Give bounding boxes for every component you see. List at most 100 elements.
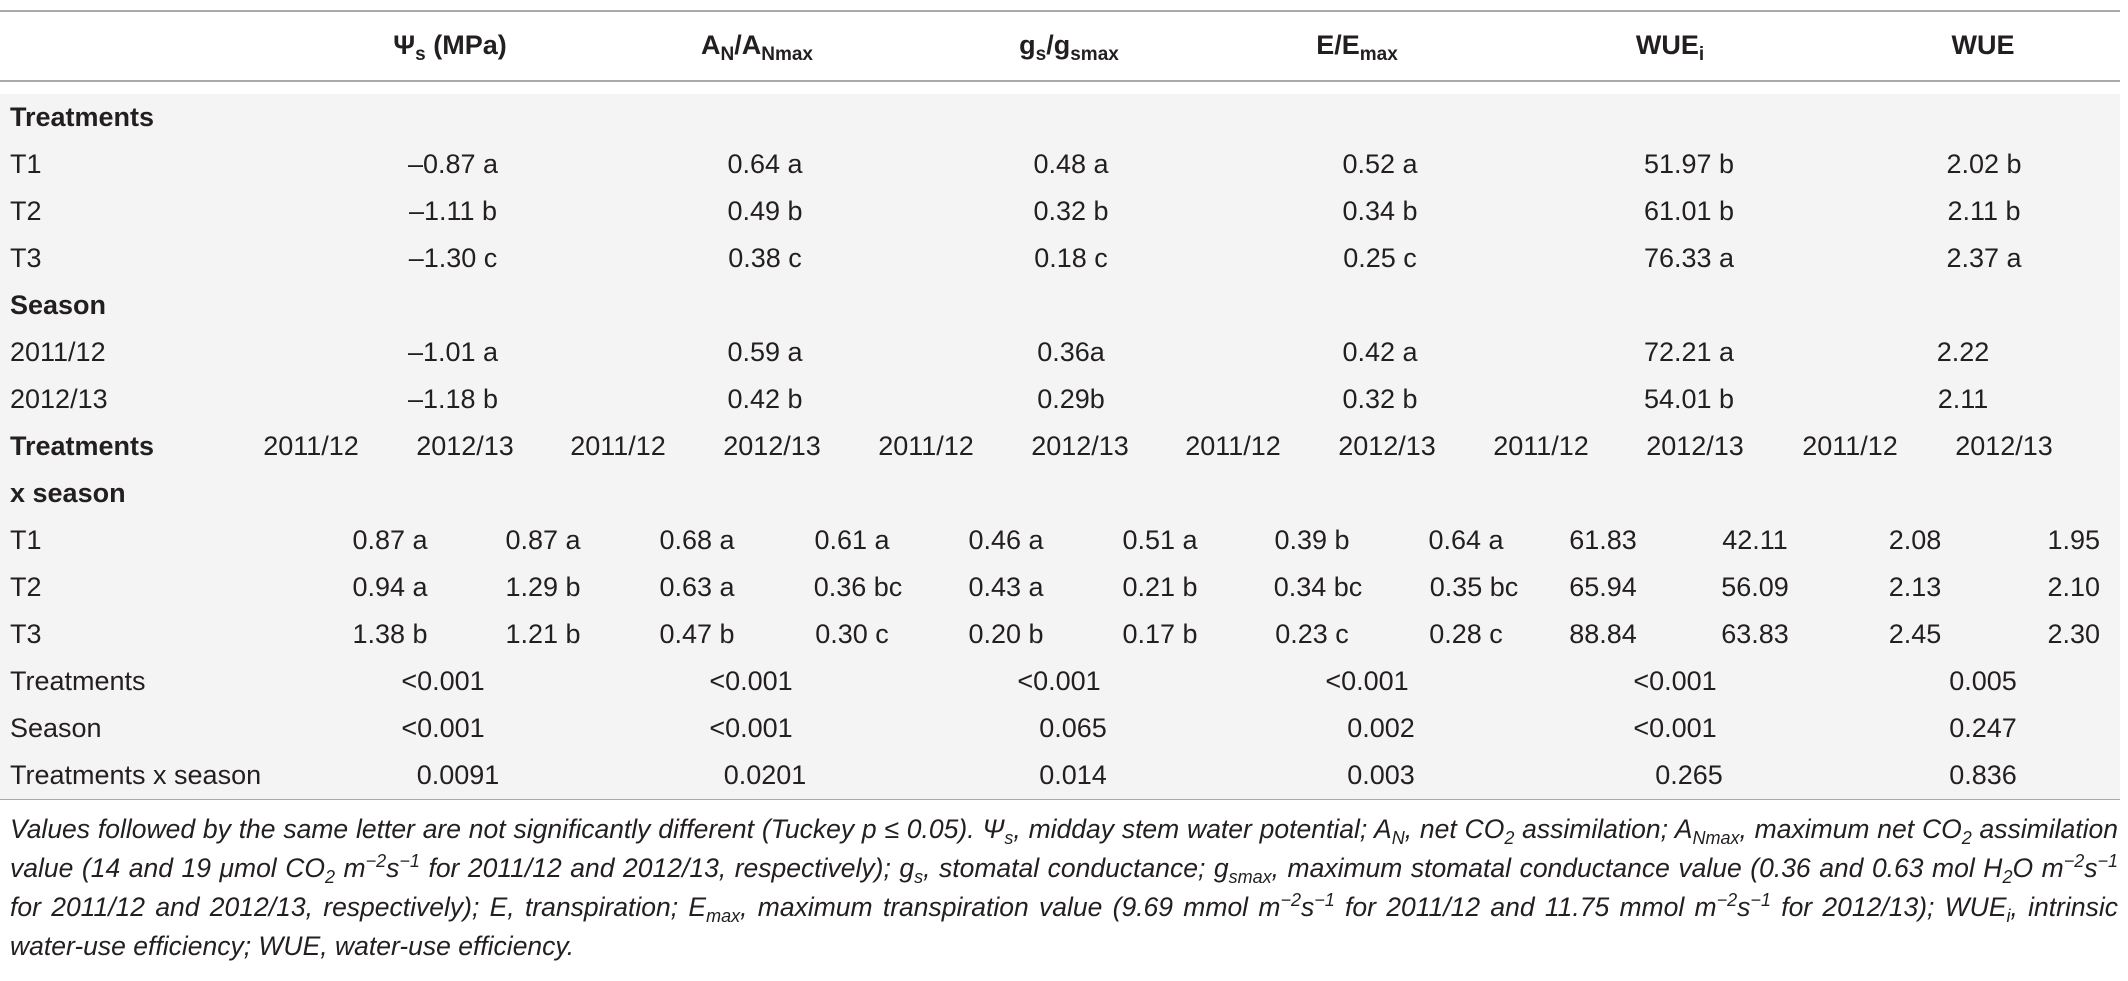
table-cell: 72.21 a (1643, 337, 1735, 367)
table-cell: 0.47 b (659, 619, 735, 649)
section-label-interaction: Treatments (10, 431, 155, 461)
table-cell: 0.52 a (1342, 149, 1418, 179)
season-subheader: 2011/12 (1185, 431, 1281, 461)
season-subheader: 2012/13 (1955, 431, 2053, 461)
table-cell: 0.247 (1949, 713, 2017, 743)
table-cell: 0.34 bc (1273, 572, 1363, 602)
row-label: T1 (10, 149, 42, 179)
table-cell: 0.36 bc (813, 572, 903, 602)
table-cell: 0.36a (1037, 337, 1105, 367)
table-cell: 0.32 b (1033, 196, 1109, 226)
table-cell: 0.42 a (1342, 337, 1418, 367)
table-cell: 63.83 (1721, 619, 1789, 649)
col-header-wuei: WUEi (1635, 30, 1705, 65)
row-label: T3 (10, 243, 42, 273)
row-shade (0, 752, 2120, 799)
table-cell: 0.065 (1039, 713, 1107, 743)
table-cell: <0.001 (401, 666, 485, 696)
row-shade (0, 282, 2120, 329)
table-cell: 0.38 c (728, 243, 802, 273)
row-shade (0, 705, 2120, 752)
table-cell: –1.18 b (407, 384, 499, 414)
table-cell: 0.49 b (727, 196, 803, 226)
row-label: T2 (10, 196, 42, 226)
table-cell: 2.22 (1936, 337, 1990, 367)
table-cell: <0.001 (1017, 666, 1101, 696)
row-shade (0, 141, 2120, 188)
season-subheader: 2011/12 (1802, 431, 1898, 461)
row-label: Treatments (10, 666, 146, 696)
table-cell: –1.30 c (408, 243, 498, 273)
table-cell: 0.32 b (1342, 384, 1418, 414)
table-cell: 0.0091 (416, 760, 500, 790)
table-cell: 2.11 (1937, 384, 1989, 414)
section-label-treatments: Treatments (10, 102, 155, 132)
season-subheader: 2011/12 (878, 431, 974, 461)
table-footnote: Values followed by the same letter are n… (10, 814, 2118, 961)
table-cell: 61.83 (1569, 525, 1637, 555)
row-shade (0, 423, 2120, 470)
table-top-rule (0, 10, 2120, 12)
table-cell: –1.01 a (407, 337, 499, 367)
table-cell: 0.003 (1347, 760, 1415, 790)
table-cell: 2.30 (2047, 619, 2100, 649)
row-label: 2012/13 (10, 384, 108, 414)
table-cell: 2.11 b (1947, 196, 2021, 226)
table-cell: 65.94 (1569, 572, 1637, 602)
table-cell: 0.63 a (659, 572, 735, 602)
table-cell: 88.84 (1569, 619, 1637, 649)
table-cell: 61.01 b (1643, 196, 1735, 226)
table-cell: 0.28 c (1429, 619, 1503, 649)
table-cell: 0.64 a (727, 149, 803, 179)
table-cell: 1.38 b (352, 619, 428, 649)
table-cell: –1.11 b (408, 196, 498, 226)
col-header-an: AN/ANmax (701, 30, 813, 65)
col-header-e: E/Emax (1316, 30, 1398, 65)
table-cell: 51.97 b (1643, 149, 1735, 179)
row-shade (0, 658, 2120, 705)
table-cell: –0.87 a (407, 149, 499, 179)
row-label: Season (10, 713, 102, 743)
table-cell: 0.43 a (968, 572, 1044, 602)
table-cell: 0.87 a (505, 525, 581, 555)
row-label: Treatments x season (10, 760, 262, 790)
table-cell: 0.68 a (659, 525, 735, 555)
table-cell: 0.21 b (1122, 572, 1198, 602)
table-cell: 0.002 (1347, 713, 1415, 743)
col-header-psi: Ψs (MPa) (393, 30, 507, 65)
row-label: T1 (10, 525, 42, 555)
table-cell: 42.11 (1722, 525, 1788, 555)
table-cell: 0.34 b (1342, 196, 1418, 226)
table-cell: 2.13 (1888, 572, 1942, 602)
table-cell: 0.59 a (727, 337, 803, 367)
season-subheader: 2012/13 (1646, 431, 1744, 461)
section-label-season: Season (10, 290, 107, 320)
table-cell: 76.33 a (1643, 243, 1735, 273)
table-cell: 1.95 (2047, 525, 2100, 555)
season-subheader: 2012/13 (723, 431, 821, 461)
table-cell: 2.45 (1888, 619, 1942, 649)
table-cell: 0.25 c (1343, 243, 1417, 273)
table-cell: 0.61 a (814, 525, 890, 555)
table-cell: 0.005 (1949, 666, 2017, 696)
table-cell: 2.08 (1888, 525, 1942, 555)
table-cell: 0.0201 (723, 760, 807, 790)
table-cell: 0.87 a (352, 525, 428, 555)
table-cell: 0.46 a (968, 525, 1044, 555)
row-shade (0, 517, 2120, 564)
section-label-interaction-line2: x season (10, 478, 126, 508)
row-label: T2 (10, 572, 42, 602)
col-header-gs: gs/gsmax (1019, 30, 1119, 65)
table-cell: 0.20 b (968, 619, 1044, 649)
table-cell: 2.37 a (1946, 243, 2022, 273)
season-subheader: 2012/13 (1338, 431, 1436, 461)
table-cell: 2.02 b (1946, 149, 2022, 179)
row-shade (0, 188, 2120, 235)
table-cell: <0.001 (709, 713, 793, 743)
table-cell: 0.17 b (1122, 619, 1198, 649)
table-cell: 0.35 bc (1429, 572, 1519, 602)
table-cell: 0.265 (1655, 760, 1723, 790)
table-cell: <0.001 (401, 713, 485, 743)
table-cell: 2.10 (2047, 572, 2100, 602)
